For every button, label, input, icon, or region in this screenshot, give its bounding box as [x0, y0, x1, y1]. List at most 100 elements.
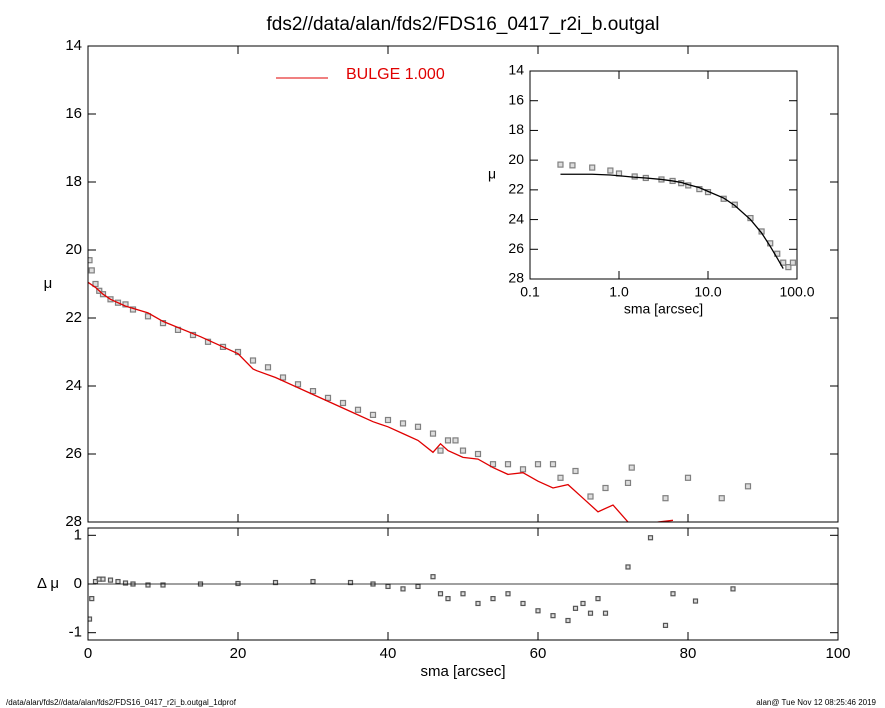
- plot-area: [88, 257, 752, 522]
- data-point: [557, 474, 564, 481]
- data-point: [490, 596, 496, 602]
- data-point: [535, 608, 541, 614]
- y-tick-label: 14: [65, 37, 82, 54]
- x-tick-label: 0: [84, 645, 92, 662]
- data-point: [624, 479, 632, 486]
- y-axis-label: μ: [44, 275, 53, 292]
- data-point: [625, 564, 631, 570]
- data-point: [572, 605, 579, 611]
- data-point: [347, 579, 354, 586]
- data-point: [249, 357, 257, 364]
- y-axis-label: Δ μ: [37, 575, 59, 592]
- data-point: [569, 162, 576, 169]
- y-tick-label: 18: [508, 121, 524, 137]
- data-point: [369, 411, 377, 418]
- axes-frame: [87, 45, 839, 523]
- x-tick-label: 10.0: [694, 284, 721, 300]
- y-tick-label: 1: [74, 526, 82, 543]
- data-point: [415, 583, 421, 590]
- data-point: [730, 586, 736, 592]
- data-point: [474, 450, 482, 458]
- data-point: [384, 416, 392, 424]
- axes-frame: [529, 70, 798, 280]
- data-point: [324, 394, 332, 401]
- y-tick-label: -1: [69, 624, 82, 641]
- data-point: [580, 600, 586, 607]
- y-tick-label: 14: [508, 62, 524, 78]
- data-point: [88, 267, 95, 274]
- data-point: [504, 461, 512, 468]
- data-point: [662, 495, 669, 502]
- data-point: [489, 461, 497, 468]
- data-point: [310, 578, 316, 585]
- data-point: [279, 374, 287, 381]
- data-point: [602, 484, 609, 492]
- data-point: [692, 598, 699, 604]
- data-point: [445, 596, 451, 602]
- footer-left: /data/alan/fds2//data/alan/fds2/FDS16_04…: [6, 698, 237, 707]
- data-point: [460, 591, 466, 597]
- data-point: [744, 483, 752, 490]
- x-tick-label: 1.0: [609, 284, 629, 300]
- data-point: [789, 259, 797, 266]
- data-point: [122, 580, 129, 586]
- data-point: [628, 464, 635, 471]
- y-tick-label: 26: [508, 240, 524, 256]
- data-point: [100, 576, 106, 582]
- data-point: [572, 467, 579, 475]
- data-point: [557, 161, 564, 168]
- data-point: [92, 280, 99, 288]
- data-point: [550, 613, 556, 619]
- data-point: [437, 447, 444, 454]
- model-line: [560, 173, 784, 269]
- data-point: [647, 535, 654, 541]
- data-point: [475, 600, 481, 607]
- data-point: [88, 257, 93, 264]
- y-tick-label: 22: [65, 309, 82, 326]
- data-point: [145, 582, 151, 588]
- data-point: [107, 577, 114, 583]
- x-tick-label: 80: [680, 645, 697, 662]
- data-point: [534, 461, 542, 468]
- y-tick-label: 16: [508, 91, 524, 107]
- x-tick-label: 60: [530, 645, 547, 662]
- data-point: [505, 591, 511, 597]
- data-point: [309, 388, 317, 395]
- x-axis-label: sma [arcsec]: [624, 301, 703, 317]
- data-point: [429, 430, 437, 437]
- y-tick-label: 26: [65, 445, 82, 462]
- data-point: [88, 616, 93, 622]
- y-tick-label: 28: [508, 270, 524, 286]
- x-tick-label: 100: [825, 645, 850, 662]
- data-point: [587, 493, 594, 500]
- data-point: [565, 617, 571, 624]
- data-point: [414, 423, 422, 430]
- data-point: [354, 406, 362, 413]
- data-point: [587, 610, 594, 616]
- data-point: [718, 495, 725, 502]
- y-tick-label: 0: [74, 575, 82, 592]
- y-tick-label: 16: [65, 105, 82, 122]
- chart-title: fds2//data/alan/fds2/FDS16_0417_r2i_b.ou…: [267, 14, 660, 35]
- data-point: [459, 447, 467, 454]
- plot-area: [557, 161, 797, 271]
- y-tick-label: 18: [65, 173, 82, 190]
- data-point: [294, 381, 302, 388]
- model-line: [88, 281, 674, 522]
- x-tick-label: 0.1: [520, 284, 540, 300]
- data-point: [264, 364, 272, 371]
- data-point: [780, 259, 787, 266]
- data-point: [452, 437, 459, 444]
- inset-background: [530, 71, 797, 279]
- y-axis-label: μ: [488, 166, 496, 182]
- data-point: [520, 600, 526, 607]
- data-point: [589, 164, 596, 171]
- data-point: [385, 583, 391, 590]
- x-axis-label: sma [arcsec]: [420, 663, 505, 680]
- axes-frame: [87, 527, 839, 641]
- y-tick-label: 20: [65, 241, 82, 258]
- data-point: [144, 313, 152, 320]
- data-point: [662, 622, 669, 628]
- footer-right: alan@ Tue Nov 12 08:25:46 2019: [756, 698, 876, 707]
